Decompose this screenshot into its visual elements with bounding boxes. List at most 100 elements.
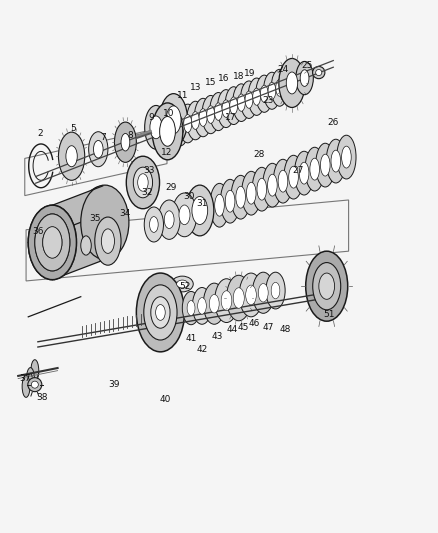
Ellipse shape [186, 101, 204, 140]
Ellipse shape [78, 186, 127, 261]
Ellipse shape [239, 273, 262, 317]
Ellipse shape [237, 94, 245, 111]
Text: 12: 12 [161, 148, 172, 157]
Text: 33: 33 [143, 166, 155, 175]
Ellipse shape [262, 163, 281, 207]
Ellipse shape [197, 297, 206, 314]
Ellipse shape [263, 72, 280, 109]
Ellipse shape [226, 275, 251, 321]
Ellipse shape [225, 87, 242, 125]
Text: 17: 17 [224, 113, 236, 122]
Ellipse shape [126, 156, 159, 209]
Text: 46: 46 [248, 319, 260, 328]
Text: 13: 13 [189, 83, 201, 92]
Text: 24: 24 [277, 65, 288, 74]
Ellipse shape [233, 288, 244, 308]
Ellipse shape [299, 162, 308, 184]
Text: 10: 10 [163, 109, 174, 118]
Ellipse shape [222, 100, 230, 117]
Ellipse shape [198, 109, 207, 126]
Ellipse shape [220, 179, 239, 223]
Ellipse shape [95, 217, 121, 265]
Ellipse shape [171, 107, 189, 146]
Ellipse shape [265, 272, 285, 309]
Ellipse shape [341, 146, 350, 168]
Ellipse shape [164, 211, 174, 229]
Text: 25: 25 [300, 61, 312, 70]
Ellipse shape [209, 294, 219, 313]
Ellipse shape [278, 170, 287, 192]
Ellipse shape [214, 103, 222, 120]
Text: 35: 35 [89, 214, 100, 223]
Ellipse shape [88, 132, 108, 167]
Text: 40: 40 [159, 395, 170, 405]
Ellipse shape [35, 214, 70, 271]
Ellipse shape [182, 292, 199, 325]
Ellipse shape [251, 167, 271, 211]
Text: 45: 45 [237, 324, 249, 332]
Ellipse shape [176, 118, 184, 135]
Ellipse shape [28, 205, 76, 280]
Ellipse shape [273, 159, 292, 203]
Ellipse shape [235, 186, 245, 208]
Ellipse shape [184, 115, 191, 132]
Ellipse shape [300, 70, 308, 86]
Text: 36: 36 [32, 227, 43, 236]
Ellipse shape [35, 214, 70, 271]
Text: 29: 29 [165, 183, 177, 192]
Ellipse shape [320, 154, 329, 176]
Ellipse shape [244, 91, 252, 108]
Text: 34: 34 [120, 209, 131, 219]
Ellipse shape [278, 67, 295, 103]
Ellipse shape [225, 190, 234, 212]
Ellipse shape [203, 283, 225, 324]
Ellipse shape [150, 116, 162, 139]
Ellipse shape [171, 276, 193, 292]
Text: 15: 15 [205, 78, 216, 87]
Ellipse shape [136, 273, 184, 352]
Ellipse shape [22, 375, 30, 397]
Ellipse shape [150, 297, 170, 328]
Ellipse shape [241, 171, 260, 215]
Ellipse shape [185, 185, 213, 236]
Text: 9: 9 [148, 113, 154, 122]
Ellipse shape [260, 85, 268, 102]
Text: 2: 2 [37, 128, 43, 138]
Ellipse shape [217, 90, 234, 127]
Ellipse shape [305, 251, 347, 321]
Ellipse shape [336, 135, 355, 179]
Ellipse shape [309, 158, 319, 180]
Ellipse shape [294, 151, 313, 195]
Text: 37: 37 [19, 374, 31, 383]
Ellipse shape [172, 193, 196, 237]
Ellipse shape [176, 280, 187, 288]
Ellipse shape [209, 183, 229, 227]
Ellipse shape [325, 139, 345, 183]
Ellipse shape [114, 122, 136, 163]
Text: 47: 47 [262, 324, 274, 332]
Ellipse shape [28, 205, 76, 280]
Text: 26: 26 [327, 118, 338, 127]
Text: 8: 8 [127, 131, 132, 140]
Text: 41: 41 [185, 334, 196, 343]
Text: 30: 30 [183, 192, 194, 201]
Ellipse shape [283, 155, 303, 199]
Text: 11: 11 [176, 91, 187, 100]
Ellipse shape [191, 197, 207, 224]
Ellipse shape [201, 95, 219, 134]
Ellipse shape [256, 178, 266, 200]
Text: 44: 44 [226, 326, 238, 334]
Circle shape [315, 69, 321, 76]
Ellipse shape [214, 195, 224, 216]
Ellipse shape [166, 106, 180, 134]
Text: 42: 42 [196, 345, 207, 354]
Ellipse shape [179, 104, 196, 143]
Ellipse shape [318, 273, 334, 300]
Text: 32: 32 [141, 188, 152, 197]
Ellipse shape [246, 182, 255, 204]
Ellipse shape [158, 200, 180, 239]
Ellipse shape [230, 175, 250, 219]
Ellipse shape [121, 133, 130, 151]
Text: 38: 38 [36, 393, 48, 402]
Ellipse shape [304, 147, 324, 191]
